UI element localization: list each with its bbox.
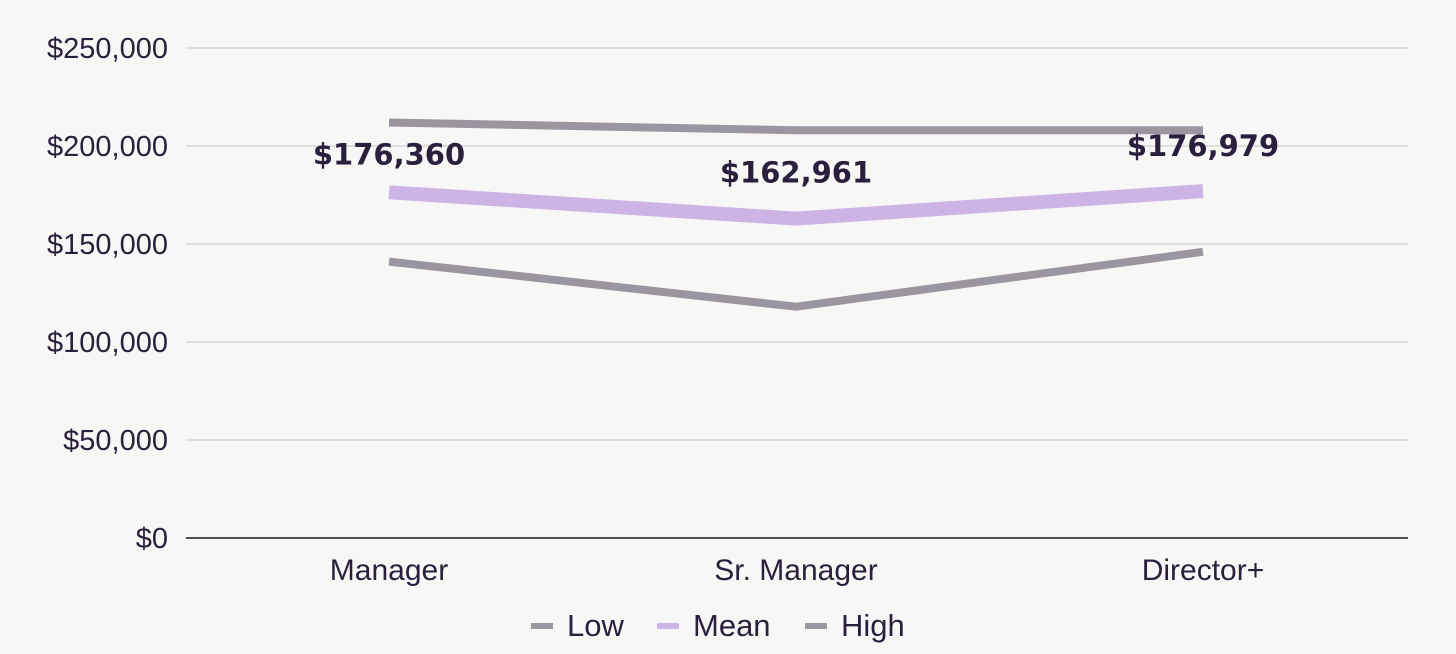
legend: Low Mean High bbox=[531, 608, 905, 643]
legend-label-mean: Mean bbox=[693, 608, 771, 643]
mean-data-label: $162,961 bbox=[720, 156, 872, 190]
mean-data-label: $176,979 bbox=[1127, 129, 1279, 163]
y-tick-label: $50,000 bbox=[63, 425, 168, 457]
x-category-label: Manager bbox=[330, 554, 448, 587]
x-category-label: Director+ bbox=[1142, 554, 1265, 587]
y-tick-label: $100,000 bbox=[47, 327, 168, 359]
legend-label-high: High bbox=[841, 608, 905, 643]
mean-data-label: $176,360 bbox=[313, 137, 465, 171]
series-line-high bbox=[388, 118, 1203, 135]
y-tick-label: $150,000 bbox=[47, 229, 168, 261]
y-axis-tick-labels: $0 $50,000 $100,000 $150,000 $200,000 $250,00… bbox=[47, 33, 168, 555]
y-tick-label: $200,000 bbox=[47, 131, 168, 163]
series-line-low bbox=[388, 247, 1204, 311]
y-tick-label: $0 bbox=[136, 523, 168, 555]
y-tick-label: $250,000 bbox=[47, 33, 168, 65]
x-category-label: Sr. Manager bbox=[714, 554, 877, 587]
x-axis-category-labels: Manager Sr. Manager Director+ bbox=[330, 554, 1264, 587]
series-line-mean bbox=[388, 184, 1204, 226]
series-lines bbox=[388, 118, 1204, 311]
gridlines bbox=[186, 47, 1408, 441]
data-labels: $176,360 $162,961 $176,979 bbox=[313, 129, 1279, 189]
legend-label-low: Low bbox=[567, 608, 624, 643]
